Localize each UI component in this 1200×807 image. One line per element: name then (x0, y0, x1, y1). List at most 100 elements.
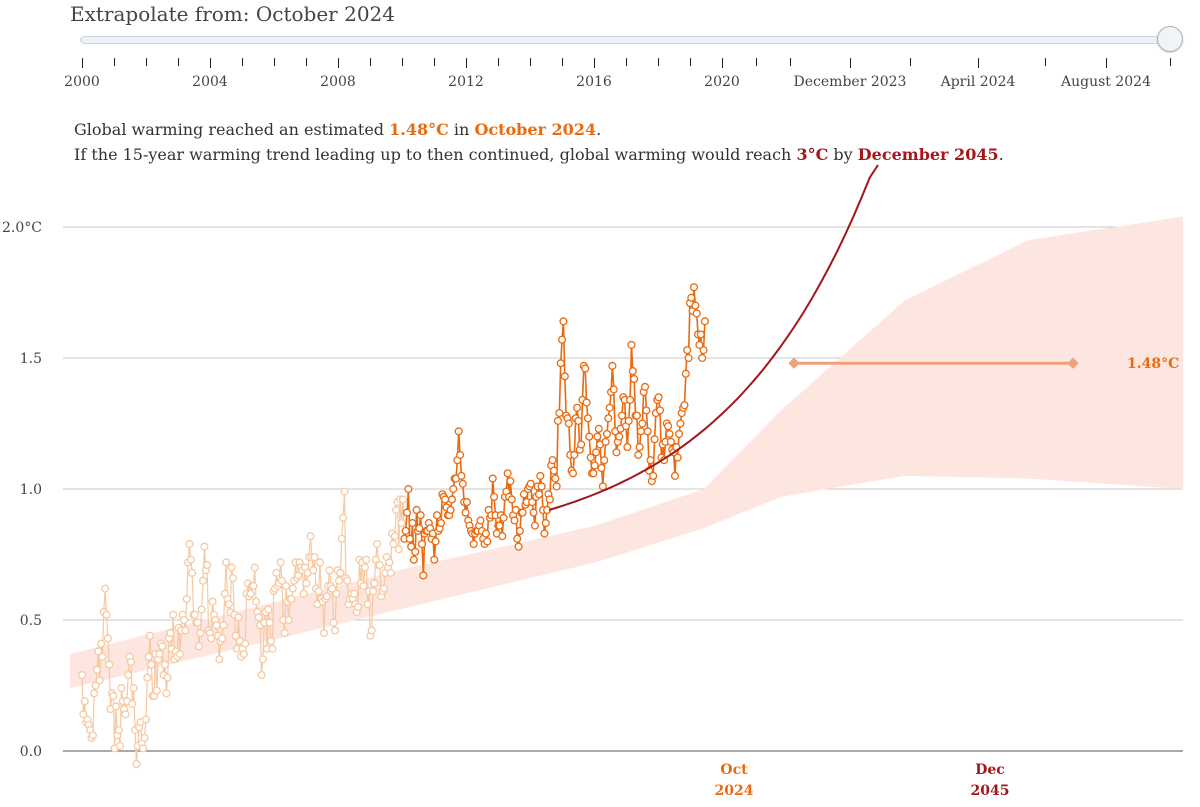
anomaly-point-past (266, 636, 276, 646)
summary-line1-mid: in (448, 120, 475, 139)
anomaly-point-past (328, 584, 337, 593)
summary-line1-pre: Global warming reached an estimated (74, 120, 390, 139)
anomaly-point-past (354, 602, 363, 611)
anomaly-point-recent (640, 382, 650, 391)
anomaly-point-recent (518, 508, 527, 517)
anomaly-point-recent (700, 317, 709, 326)
anomaly-point-recent (548, 456, 557, 465)
anomaly-point-past (196, 629, 205, 638)
y-tick-label: 0.5 (20, 613, 42, 629)
anomaly-point-recent (555, 408, 564, 418)
anomaly-point-past (162, 689, 171, 698)
anomaly-point-recent (698, 353, 707, 363)
anomaly-point-past (185, 539, 194, 549)
anomaly-point-past (145, 631, 155, 640)
slider-tick (434, 58, 435, 66)
extrapolate-slider-thumb[interactable] (1157, 26, 1183, 52)
anomaly-point-past (249, 581, 258, 590)
anomaly-point-recent (515, 526, 524, 535)
anomaly-point-past (200, 542, 209, 551)
slider-tick (82, 58, 83, 68)
anomaly-point-past (336, 568, 345, 577)
anomaly-point-recent (498, 532, 507, 541)
anomaly-point-past (143, 673, 152, 682)
anomaly-point-past (147, 660, 156, 669)
anomaly-point-recent (457, 471, 466, 480)
summary-line-1: Global warming reached an estimated 1.48… (74, 117, 1004, 142)
anomaly-point-recent (481, 529, 490, 538)
slider-tick-label: 2008 (320, 74, 356, 90)
anomaly-point-recent (417, 539, 427, 549)
slider-tick (850, 58, 851, 68)
anomaly-point-recent (476, 516, 485, 525)
anomaly-point-past (280, 629, 289, 638)
anomaly-point-recent (683, 346, 692, 355)
anomaly-point-recent (586, 453, 595, 462)
anomaly-point-past (246, 589, 255, 598)
anomaly-point-past (397, 519, 406, 528)
anomaly-point-recent (409, 555, 418, 564)
slider-tick (178, 58, 179, 66)
anomaly-point-recent (499, 513, 508, 522)
anomaly-point-recent (676, 419, 685, 428)
anomaly-point-past (281, 581, 291, 590)
anomaly-point-recent (691, 301, 700, 310)
anomaly-point-past (207, 634, 216, 643)
slider-tick-label: 2000 (64, 74, 100, 90)
slider-tick (530, 58, 531, 66)
anomaly-point-recent (612, 448, 621, 457)
anomaly-point-past (219, 621, 228, 630)
anomaly-point-recent (549, 466, 558, 475)
slider-tick (498, 58, 499, 66)
anomaly-point-past (218, 634, 227, 643)
anomaly-point-recent (655, 406, 665, 415)
anomaly-point-recent (540, 529, 549, 538)
anomaly-point-recent (624, 416, 633, 425)
slider-tick (242, 58, 243, 66)
summary-line2-end: . (998, 145, 1004, 164)
anomaly-point-recent (401, 526, 410, 535)
summary-line-2: If the 15-year warming trend leading up … (74, 142, 1004, 167)
target-warming-date: December 2045 (857, 145, 999, 164)
anomaly-point-recent (404, 484, 413, 494)
anomaly-point-past (98, 652, 107, 661)
anomaly-point-recent (559, 317, 568, 326)
anomaly-point-past (95, 676, 104, 685)
anomaly-point-recent (558, 335, 567, 344)
anomaly-point-recent (574, 416, 583, 425)
anomaly-point-past (194, 642, 204, 651)
y-tick-label: 1.5 (20, 351, 42, 367)
slider-tick (626, 58, 627, 66)
anomaly-point-past (370, 579, 379, 588)
anomaly-point-recent (402, 508, 412, 517)
target-warming-value: 3°C (796, 145, 829, 164)
x-axis-label-year: 2045 (971, 783, 1010, 799)
slider-tick (210, 58, 211, 68)
slider-tick (146, 58, 147, 66)
slider-tick (306, 58, 307, 66)
anomaly-point-recent (568, 469, 578, 478)
anomaly-point-past (124, 670, 133, 680)
anomaly-point-recent (695, 340, 704, 349)
anomaly-point-past (379, 584, 388, 593)
slider-tick-label: April 2024 (940, 74, 1016, 90)
anomaly-point-recent (674, 429, 684, 439)
anomaly-point-past (228, 574, 238, 583)
anomaly-point-past (222, 558, 231, 567)
slider-tick (658, 58, 659, 66)
anomaly-point-past (215, 655, 224, 664)
anomaly-point-recent (495, 521, 504, 530)
slider-tick (370, 58, 371, 66)
anomaly-point-past (158, 642, 167, 651)
anomaly-point-recent (483, 537, 492, 546)
anomaly-point-past (96, 639, 106, 648)
summary-line2-pre: If the 15-year warming trend leading up … (74, 145, 797, 164)
anomaly-point-past (163, 673, 172, 682)
anomaly-point-past (121, 710, 130, 719)
anomaly-point-recent (689, 283, 699, 292)
anomaly-point-past (186, 555, 195, 564)
anomaly-point-recent (670, 471, 680, 480)
anomaly-point-recent (570, 450, 579, 459)
anomaly-point-past (329, 618, 338, 627)
anomaly-point-recent (680, 401, 689, 410)
